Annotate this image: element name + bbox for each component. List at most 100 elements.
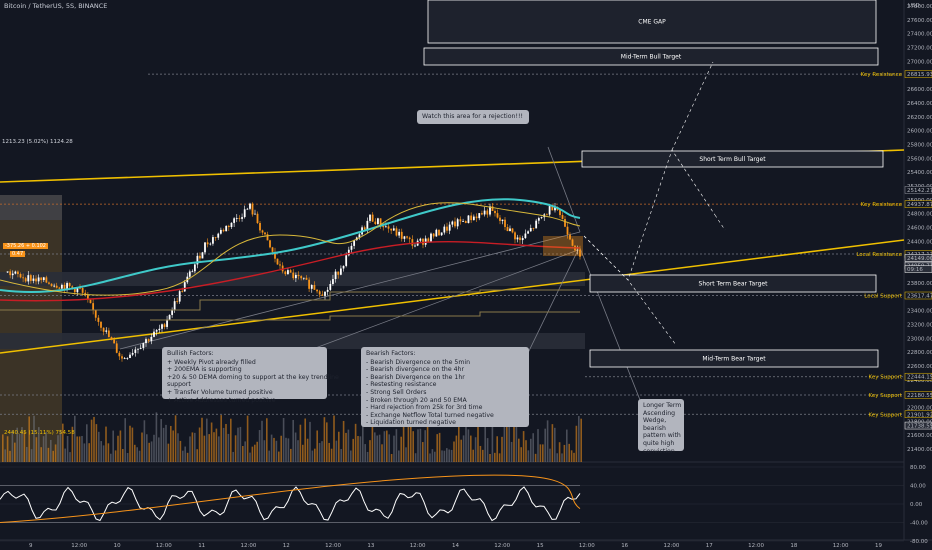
volume-bar bbox=[544, 428, 546, 462]
candle-body bbox=[470, 215, 473, 221]
bullish-line: + Active Addresses turned positive bbox=[167, 396, 276, 404]
volume-bar bbox=[494, 452, 496, 462]
candle-body bbox=[11, 273, 14, 276]
volume-bar bbox=[100, 441, 102, 462]
candle-body bbox=[489, 206, 491, 215]
volume-bar bbox=[311, 450, 314, 462]
volume-bar bbox=[362, 418, 364, 462]
wedge-line: pattern with bbox=[643, 432, 681, 440]
volume-bar bbox=[88, 443, 90, 462]
volume-bar bbox=[160, 419, 162, 462]
candle-body bbox=[178, 291, 181, 302]
short-bear-label: Short Term Bear Target bbox=[699, 281, 769, 288]
candle-body bbox=[48, 282, 50, 284]
volume-bar bbox=[496, 436, 498, 462]
volume-bar bbox=[532, 433, 534, 462]
candle-body bbox=[19, 274, 22, 278]
ema-20-line bbox=[0, 202, 581, 296]
candle-body bbox=[76, 287, 79, 293]
candle-body bbox=[496, 213, 499, 218]
volume-bar bbox=[525, 440, 527, 462]
price-highlight-label: 22180.55 bbox=[907, 393, 932, 399]
cme-gap-box bbox=[427, 0, 877, 44]
volume-bar bbox=[186, 452, 189, 462]
volume-bar bbox=[316, 430, 318, 462]
candle-body bbox=[345, 255, 348, 266]
volume-bar bbox=[177, 433, 179, 462]
volume-bar bbox=[38, 427, 40, 462]
bearish-line: - Hard rejection from 25k for 3rd time bbox=[366, 404, 483, 412]
wedge-line: bearish bbox=[643, 424, 666, 432]
candle-body bbox=[443, 226, 446, 233]
candle-body bbox=[316, 289, 318, 292]
candle-body bbox=[363, 227, 366, 230]
volume-bar bbox=[450, 449, 453, 462]
candle-body bbox=[395, 228, 398, 236]
volume-bar bbox=[287, 438, 290, 462]
volume-bar bbox=[412, 431, 414, 462]
wedge-line: Wedge, bbox=[643, 417, 667, 425]
volume-bar bbox=[138, 450, 141, 462]
candle-body bbox=[467, 215, 470, 224]
volume-bar bbox=[40, 447, 42, 462]
price-tick-label: 26000.00 bbox=[907, 129, 932, 135]
volume-bar bbox=[417, 429, 419, 462]
wedge-line: Longer Term bbox=[643, 402, 682, 409]
candle-body bbox=[371, 214, 374, 222]
volume-bar bbox=[290, 448, 292, 462]
candle-body bbox=[302, 277, 305, 279]
volume-bar bbox=[575, 425, 578, 462]
volume-readout: 2440.45 (15.11%) 754.58 bbox=[4, 430, 75, 436]
candle-body bbox=[438, 229, 440, 236]
candle-body bbox=[235, 218, 238, 219]
candle-body bbox=[147, 339, 150, 342]
candle-body bbox=[494, 210, 496, 214]
volume-bar bbox=[398, 450, 400, 462]
candle-body bbox=[68, 283, 71, 287]
candle-body bbox=[451, 221, 454, 225]
volume-bar bbox=[386, 430, 388, 462]
volume-bar bbox=[23, 431, 26, 462]
volume-bar bbox=[280, 435, 282, 462]
volume-bar bbox=[50, 439, 52, 462]
volume-bar bbox=[462, 435, 465, 462]
volume-bar bbox=[184, 446, 186, 462]
volume-bar bbox=[136, 447, 138, 462]
candle-body bbox=[209, 243, 212, 245]
price-tick-label: 22400.00 bbox=[907, 378, 932, 384]
candle-body bbox=[334, 271, 337, 280]
volume-bar bbox=[131, 427, 134, 462]
price-highlight-tag bbox=[904, 410, 932, 419]
volume-bar bbox=[530, 438, 532, 462]
volume-bar bbox=[172, 430, 174, 462]
volume-bar bbox=[242, 445, 244, 462]
volume-bar bbox=[114, 450, 117, 462]
candle-body bbox=[519, 237, 521, 241]
mid-bull-box bbox=[423, 47, 879, 66]
candle-body bbox=[527, 231, 529, 234]
osc-tick-label: 40.00 bbox=[910, 484, 926, 490]
candle-body bbox=[491, 206, 494, 211]
key-level-label: Key Support bbox=[869, 412, 903, 418]
volume-bar bbox=[561, 453, 563, 462]
candle-body bbox=[422, 238, 424, 245]
volume-bar bbox=[460, 439, 462, 462]
candle-body bbox=[324, 291, 326, 296]
candle-body bbox=[414, 245, 416, 247]
volume-bar bbox=[117, 435, 119, 462]
price-tick-label: 25600.00 bbox=[907, 156, 932, 162]
candle-body bbox=[163, 324, 166, 327]
volume-bar bbox=[506, 415, 508, 462]
time-tick-label: 11 bbox=[198, 543, 205, 549]
price-tick-label: 24400.00 bbox=[907, 239, 932, 245]
price-highlight-label: 25142.27 bbox=[907, 188, 932, 194]
bullish-line: Bullish Factors: bbox=[167, 350, 214, 357]
volume-bar bbox=[489, 453, 491, 462]
candle-body bbox=[110, 337, 113, 340]
wedge-line: conviction bbox=[643, 447, 675, 455]
candle-body bbox=[499, 217, 501, 221]
price-tick-label: 22600.00 bbox=[907, 364, 932, 370]
candle-body bbox=[384, 226, 387, 228]
volume-bar bbox=[342, 420, 345, 462]
